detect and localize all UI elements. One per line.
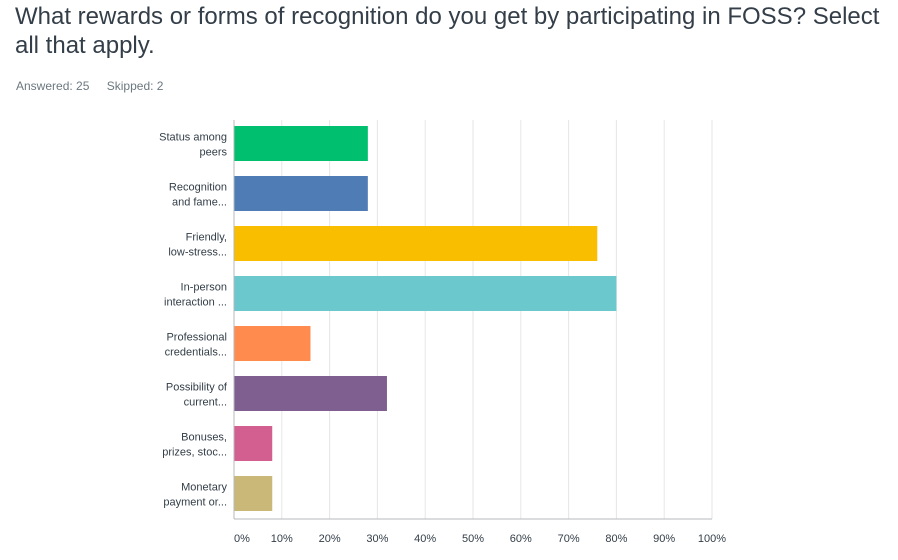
x-tick-label: 70% xyxy=(558,533,580,545)
category-label: Recognition and fame... xyxy=(169,182,227,209)
question-title: What rewards or forms of recognition do … xyxy=(15,3,880,59)
bar xyxy=(234,276,617,311)
category-label-line: Recognition xyxy=(169,182,227,194)
answered-stat: Answered: 25 xyxy=(16,79,89,93)
category-label: Status among peers xyxy=(159,132,227,159)
category-label-line: credentials... xyxy=(165,347,227,359)
response-stats: Answered: 25 Skipped: 2 xyxy=(16,79,177,93)
category-label-line: current... xyxy=(184,397,227,409)
category-label-line: In-person xyxy=(181,282,227,294)
x-tick-label: 60% xyxy=(510,533,532,545)
bar xyxy=(234,376,387,411)
answered-count: 25 xyxy=(76,79,90,93)
category-label-line: peers xyxy=(199,147,227,159)
bar xyxy=(234,126,368,161)
x-tick-label: 20% xyxy=(319,533,341,545)
category-label: In-person interaction ... xyxy=(164,282,227,309)
category-label: Monetary payment or... xyxy=(163,482,227,509)
bar xyxy=(234,326,311,361)
x-tick-label: 10% xyxy=(271,533,293,545)
category-label-line: Friendly, xyxy=(186,232,227,244)
category-label-line: low-stress... xyxy=(168,247,227,259)
x-tick-label: 50% xyxy=(462,533,484,545)
skipped-count: 2 xyxy=(156,79,164,93)
category-label-line: Professional xyxy=(166,332,227,344)
category-label: Possibility of current... xyxy=(166,382,228,409)
category-label-line: payment or... xyxy=(163,497,227,509)
x-tick-label: 90% xyxy=(653,533,675,545)
answered-label: Answered: xyxy=(16,79,73,93)
category-label: Friendly, low-stress... xyxy=(168,232,227,259)
bar xyxy=(234,476,273,511)
skipped-stat: Skipped: 2 xyxy=(107,79,164,93)
chart-axes xyxy=(233,120,712,520)
category-label: Bonuses, prizes, stoc... xyxy=(162,432,227,459)
category-label: Professional credentials... xyxy=(165,332,227,359)
x-tick-label: 100% xyxy=(698,533,726,545)
category-label-line: and fame... xyxy=(172,197,227,209)
bar xyxy=(234,426,273,461)
chart-bars xyxy=(234,126,617,511)
category-label-line: interaction ... xyxy=(164,297,227,309)
chart-tick-labels: 0% 10% 20% 30% 40% 50% 60% 70% 80% 90% 100% xyxy=(234,533,726,545)
category-label-line: Possibility of xyxy=(166,382,228,394)
category-label-line: prizes, stoc... xyxy=(162,447,227,459)
x-tick-label: 40% xyxy=(414,533,436,545)
category-label-line: Monetary xyxy=(181,482,227,494)
skipped-label: Skipped: xyxy=(106,79,154,93)
bar xyxy=(234,226,598,261)
x-tick-label: 0% xyxy=(234,533,250,545)
bar xyxy=(234,176,368,211)
chart-category-labels: Status among peers Recognition and fame... F… xyxy=(159,132,228,509)
x-tick-label: 30% xyxy=(366,533,388,545)
category-label-line: Bonuses, xyxy=(181,432,227,444)
x-tick-label: 80% xyxy=(605,533,627,545)
category-label-line: Status among xyxy=(159,132,227,144)
